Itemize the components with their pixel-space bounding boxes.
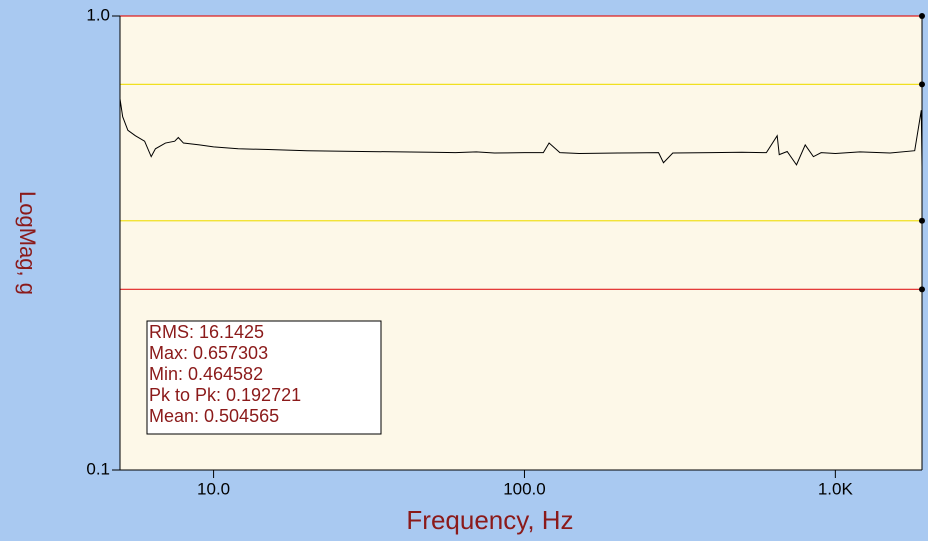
y-tick-label: 0.1 [86, 459, 110, 478]
x-tick-label: 1.0K [818, 479, 854, 498]
x-tick-label: 100.0 [503, 479, 546, 498]
y-axis-label: LogMag, g [15, 191, 40, 295]
data-line [119, 98, 923, 167]
stats-text: Max: 0.657303 [149, 343, 268, 363]
x-tick-label: 10.0 [197, 479, 230, 498]
stats-text: RMS: 16.1425 [149, 322, 264, 342]
x-axis-label: Frequency, Hz [406, 505, 573, 535]
stats-text: Min: 0.464582 [149, 364, 263, 384]
stats-box [146, 320, 382, 435]
y-tick-label: 1.0 [86, 5, 110, 24]
stats-text: Pk to Pk: 0.192721 [149, 385, 301, 405]
stats-text: Mean: 0.504565 [149, 406, 279, 426]
